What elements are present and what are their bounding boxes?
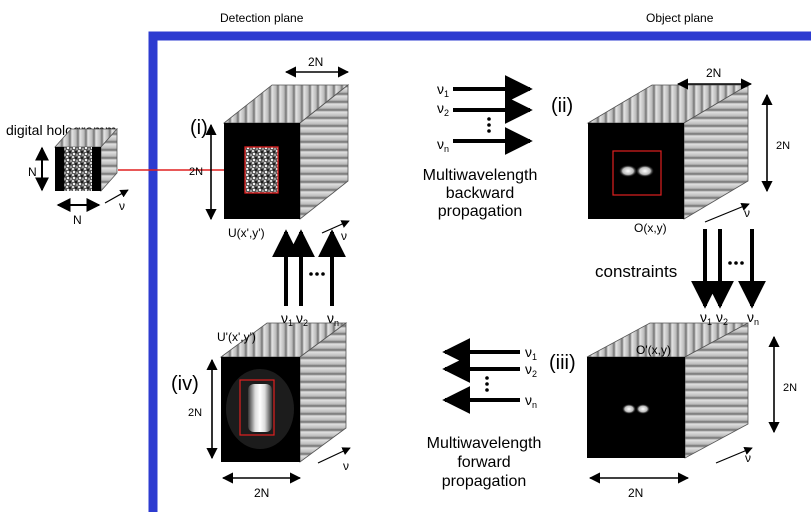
- panel-ii-label: (ii): [551, 95, 573, 117]
- panel-iii-nu: ν: [745, 451, 751, 465]
- panel-iv-roi: [239, 379, 275, 436]
- backward-propagation: ν 1 ν 2 ν n Multiwavelength backward pro…: [423, 75, 538, 220]
- backward-subn: n: [444, 144, 449, 154]
- up-nu2: ν: [296, 310, 303, 326]
- forward-subn: n: [532, 400, 537, 410]
- panel-iii-field: O'(x,y): [636, 343, 671, 357]
- forward-nu1: ν: [525, 344, 532, 360]
- backward-sub1: 1: [444, 89, 449, 99]
- constraints-sub2: 2: [723, 317, 728, 327]
- up-nun: ν: [327, 310, 334, 326]
- detection-plane-header: Detection plane: [220, 11, 304, 25]
- panel-iv-field: U'(x',y'): [217, 330, 256, 344]
- panel-ii-nu: ν: [744, 206, 750, 220]
- panel-ii-dim-side: 2N: [776, 140, 790, 152]
- panel-i-label: (i): [190, 117, 208, 139]
- constraints-label: constraints: [595, 262, 677, 281]
- forward-line2: forward: [457, 454, 510, 471]
- constraints-nu2: ν: [716, 309, 723, 325]
- panel-iv-dim-bottom: 2N: [254, 486, 269, 500]
- backward-line3: propagation: [438, 203, 523, 220]
- constraints-sub1: 1: [707, 317, 712, 327]
- constraints-nu1: ν: [700, 309, 707, 325]
- forward-sub2: 2: [532, 369, 537, 379]
- forward-nu2: ν: [525, 361, 532, 377]
- up-sub1: 1: [288, 318, 293, 328]
- panel-iv: (iv) 2N ν 2N U'(x',y'): [171, 322, 351, 500]
- forward-sub1: 1: [532, 352, 537, 362]
- panel-i-field: U(x',y'): [228, 226, 265, 240]
- backward-line2: backward: [446, 185, 514, 202]
- panel-i-dim-top: 2N: [308, 55, 323, 69]
- backward-line1: Multiwavelength: [423, 167, 538, 184]
- panel-iv-label: (iv): [171, 373, 199, 395]
- panel-ii-field: O(x,y): [634, 221, 667, 235]
- panel-ii: (ii) 2N 2N ν O(x,y): [551, 66, 790, 235]
- up-sub2: 2: [303, 318, 308, 328]
- constraints: constraints ν 1 ν 2 ν n: [595, 229, 766, 327]
- panel-iv-dim-side: 2N: [188, 407, 202, 419]
- panel-iv-nu: ν: [343, 459, 349, 473]
- panel-ii-dim-top: 2N: [706, 66, 721, 80]
- panel-iii-dim-bottom: 2N: [628, 486, 643, 500]
- hologram-dim-bottom: N: [73, 213, 82, 227]
- object-plane-header: Object plane: [646, 11, 714, 25]
- panel-i: (i) 2N 2N ν U(x',y'): [189, 55, 350, 243]
- forward-propagation: ν 1 ν 2 ν n Multiwavelength forward prop…: [427, 338, 542, 490]
- forward-nun: ν: [525, 392, 532, 408]
- forward-line1: Multiwavelength: [427, 435, 542, 452]
- up-subn: n: [334, 318, 339, 328]
- panel-iii-label: (iii): [549, 352, 576, 374]
- forward-line3: propagation: [442, 473, 527, 490]
- panel-i-nu: ν: [341, 229, 347, 243]
- backward-sub2: 2: [444, 108, 449, 118]
- backward-nu1: ν: [437, 81, 444, 97]
- update-arrows: ν 1 ν 2 ν n: [272, 229, 346, 328]
- panel-ii-roi: [612, 150, 662, 196]
- hologram-dim-side: N: [28, 165, 37, 179]
- panel-iii: (iii) 2N ν 2N O'(x,y): [549, 322, 797, 500]
- up-nu1: ν: [281, 310, 288, 326]
- panel-iii-dim-side: 2N: [783, 382, 797, 394]
- panel-i-dim-side: 2N: [189, 166, 203, 178]
- panel-i-roi: [244, 146, 279, 194]
- backward-nu2: ν: [437, 100, 444, 116]
- hologram-cube: digital hologramm N N ν: [6, 122, 245, 227]
- hologram-nu: ν: [119, 199, 125, 213]
- backward-nun: ν: [437, 136, 444, 152]
- panel-iii-face: [587, 357, 685, 458]
- blue-frame: [148, 31, 811, 512]
- constraints-subn: n: [754, 317, 759, 327]
- constraints-nun: ν: [747, 309, 754, 325]
